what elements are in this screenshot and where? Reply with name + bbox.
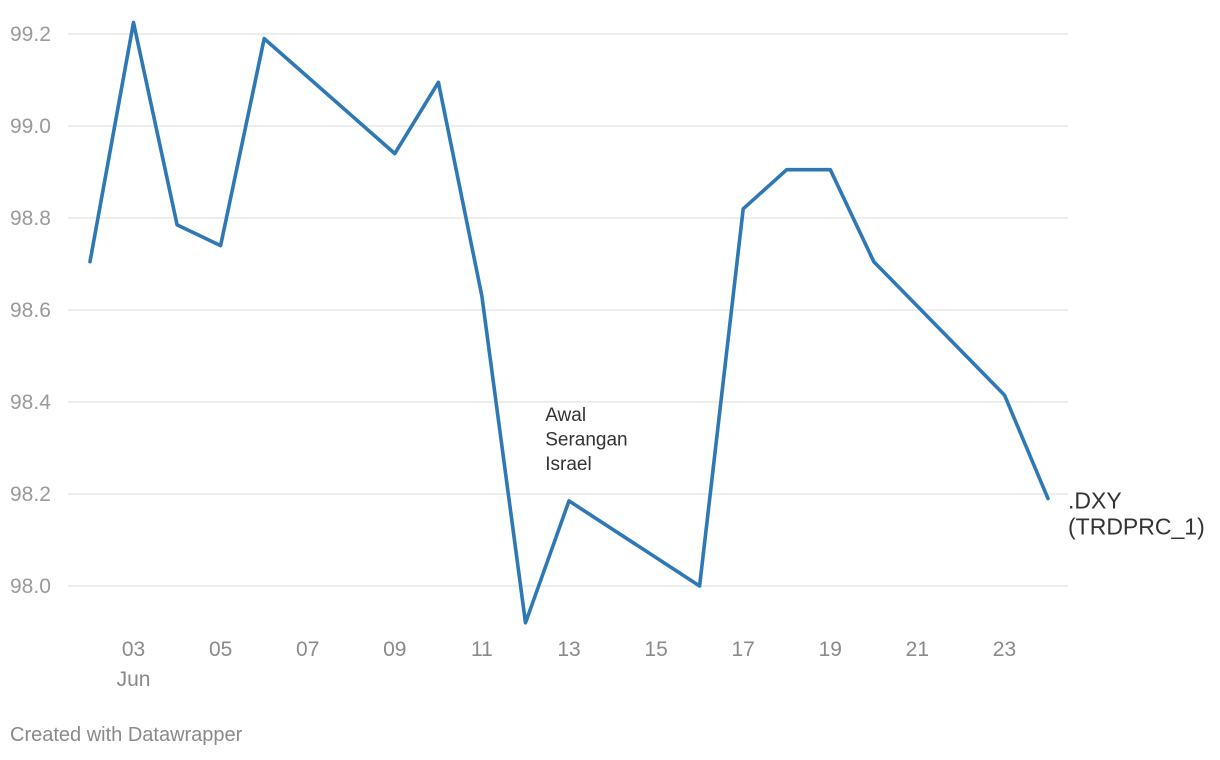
x-tick-label: 17 <box>732 638 755 661</box>
y-tick-label: 98.0 <box>10 575 51 598</box>
x-tick-label: 21 <box>906 638 929 661</box>
x-tick-label: 19 <box>819 638 842 661</box>
footer-credit: Created with Datawrapper <box>10 724 243 746</box>
y-tick-label: 98.2 <box>10 483 51 506</box>
y-gridlines <box>0 33 1068 587</box>
y-axis-tick-labels: 99.2 99.0 98.8 98.6 98.4 98.2 98.0 <box>0 20 68 600</box>
x-tick-label: 11 <box>471 638 493 661</box>
y-tick-label-bg <box>0 204 68 232</box>
x-tick-label: 07 <box>296 638 319 661</box>
x-tick-label: 05 <box>209 638 232 661</box>
y-tick-label-bg <box>0 20 68 48</box>
x-tick-label: 03 <box>122 638 145 661</box>
y-tick-label-bg <box>0 112 68 140</box>
x-tick-label: 13 <box>557 638 580 661</box>
y-tick-label: 98.8 <box>10 207 51 230</box>
y-tick-label-bg <box>0 480 68 508</box>
line-chart: 99.2 99.0 98.8 98.6 98.4 98.2 98.0 03 05 07 09 11 1… <box>0 20 1205 691</box>
dxy-series-line <box>88 20 1050 625</box>
x-tick-label: 09 <box>383 638 406 661</box>
y-tick-label-bg <box>0 572 68 600</box>
x-axis-tick-labels: 03 05 07 09 11 13 15 17 19 21 23 Jun <box>117 638 1017 691</box>
annotation-line: Serangan <box>545 430 627 451</box>
y-tick-label: 98.4 <box>10 391 51 414</box>
x-tick-label: 23 <box>993 638 1016 661</box>
y-tick-label: 99.0 <box>10 115 51 138</box>
y-tick-label-bg <box>0 296 68 324</box>
series-label: .DXY(TRDPRC_1) <box>1068 488 1205 540</box>
annotation-awal-serangan-israel: Awal Serangan Israel <box>545 405 627 475</box>
series-label-line: (TRDPRC_1) <box>1068 514 1205 540</box>
annotation-line: Awal <box>545 405 586 426</box>
series-label-line: .DXY <box>1068 488 1122 514</box>
y-tick-label-bg <box>0 388 68 416</box>
x-tick-label: 15 <box>644 638 667 661</box>
y-tick-label: 99.2 <box>10 23 51 46</box>
annotation-line: Israel <box>545 454 591 475</box>
y-tick-label: 98.6 <box>10 299 51 322</box>
x-month-label: Jun <box>117 668 151 691</box>
